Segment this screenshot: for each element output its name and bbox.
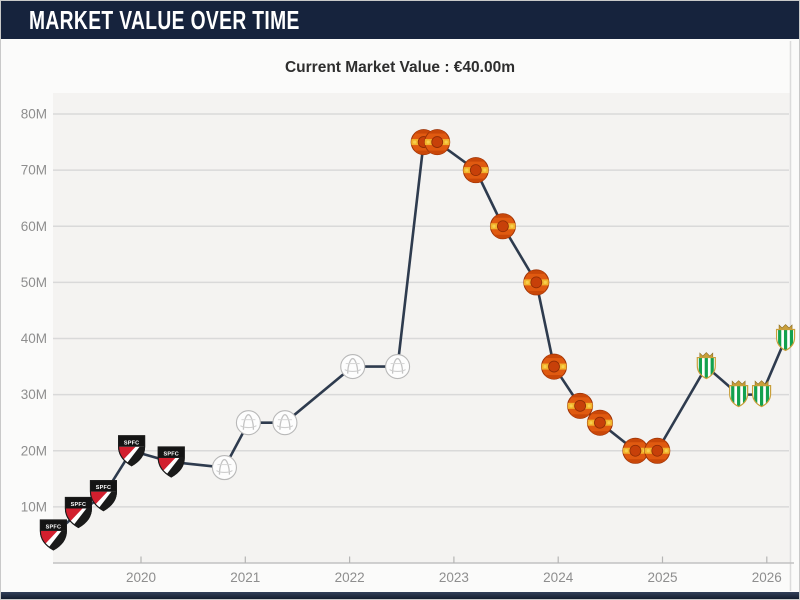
current-market-value-label: Current Market Value : €40.00m [284, 59, 516, 76]
svg-text:SPFC: SPFC [46, 524, 61, 530]
x-axis-tick-label: 2026 [752, 570, 782, 585]
x-axis-tick-label: 2022 [335, 570, 365, 585]
manutd-crest-icon[interactable] [489, 213, 516, 240]
y-axis-tick-label: 70M [21, 163, 47, 178]
y-axis-tick-label: 10M [21, 499, 47, 514]
svg-text:SPFC: SPFC [164, 451, 179, 457]
betis-crest-icon[interactable] [751, 380, 772, 408]
svg-text:SPFC: SPFC [124, 440, 139, 446]
y-axis-tick-label: 80M [21, 107, 47, 122]
manutd-crest-icon[interactable] [523, 269, 550, 296]
manutd-crest-icon[interactable] [644, 437, 671, 464]
y-axis-tick-label: 20M [21, 443, 47, 458]
page-title: MARKET VALUE OVER TIME [29, 4, 300, 35]
y-axis-tick-label: 60M [21, 219, 47, 234]
svg-text:SPFC: SPFC [96, 485, 111, 491]
x-axis-tick-label: 2023 [439, 570, 469, 585]
x-axis-tick-label: 2020 [126, 570, 156, 585]
manutd-crest-icon[interactable] [586, 409, 613, 436]
header-bar: MARKET VALUE OVER TIME [1, 1, 799, 39]
x-axis-tick-label: 2024 [543, 570, 574, 585]
ajax-crest-icon[interactable] [385, 354, 411, 380]
bottom-border-bar [1, 592, 799, 599]
manutd-crest-icon[interactable] [567, 392, 594, 419]
svg-text:SPFC: SPFC [71, 502, 86, 508]
ajax-crest-icon[interactable] [340, 354, 366, 380]
x-axis-tick-label: 2025 [647, 570, 677, 585]
manutd-crest-icon[interactable] [424, 129, 451, 156]
x-axis-tick-label: 2021 [230, 570, 260, 585]
ajax-crest-icon[interactable] [211, 455, 237, 481]
y-axis-tick-label: 40M [21, 331, 47, 346]
betis-crest-icon[interactable] [729, 380, 749, 408]
spfc-crest-icon[interactable]: SPFC [89, 480, 118, 514]
betis-crest-icon[interactable] [696, 352, 716, 380]
betis-crest-icon[interactable] [775, 324, 796, 352]
ajax-crest-icon[interactable] [272, 410, 298, 436]
manutd-crest-icon[interactable] [462, 157, 489, 184]
manutd-crest-icon[interactable] [541, 353, 568, 380]
ajax-crest-icon[interactable] [235, 410, 261, 436]
y-axis-tick-label: 50M [21, 275, 47, 290]
y-axis-tick-label: 30M [21, 387, 47, 402]
